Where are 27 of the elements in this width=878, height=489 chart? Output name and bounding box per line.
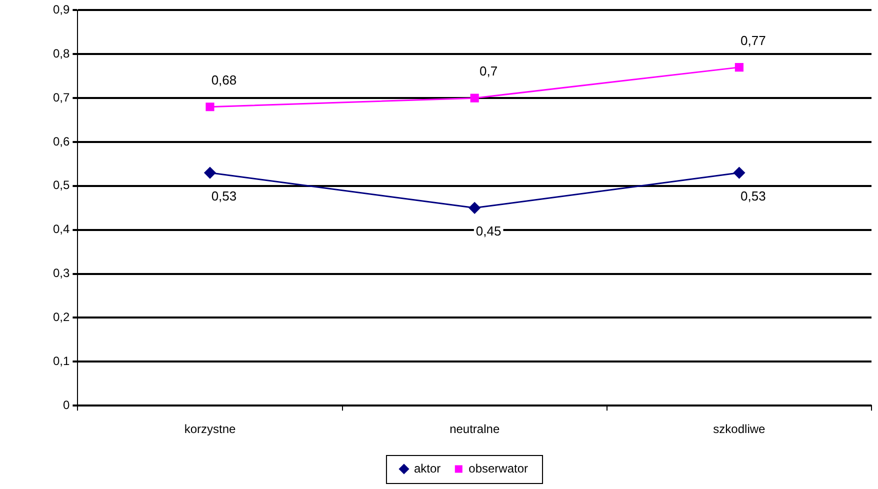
- y-tick-label: 0,1: [52, 354, 70, 368]
- y-tick-label: 0,9: [52, 2, 70, 17]
- y-tick-label: 0,6: [52, 134, 70, 148]
- y-tick-label: 0,5: [52, 178, 70, 192]
- data-label: 0,77: [740, 32, 766, 48]
- x-tick-label: szkodliwe: [713, 422, 766, 436]
- point: [470, 94, 479, 102]
- data-label: 0,68: [211, 72, 237, 88]
- legend-label: obserwator: [468, 461, 528, 476]
- y-tick-label: 0,8: [52, 46, 70, 60]
- y-tick-label: 0: [62, 398, 70, 412]
- data-label: 0,45: [476, 223, 502, 238]
- point: [733, 167, 745, 179]
- data-label: 0,53: [740, 188, 766, 204]
- legend-label: aktor: [414, 461, 441, 476]
- y-tick-label: 0,4: [52, 222, 70, 236]
- data-label: 0,53: [211, 188, 237, 204]
- y-tick-label: 0,7: [52, 90, 70, 104]
- point: [734, 63, 744, 72]
- y-tick-label: 0,2: [52, 310, 70, 324]
- x-tick-label: neutralne: [450, 422, 500, 436]
- point: [206, 102, 214, 112]
- point: [204, 167, 216, 179]
- data-label: 0,7: [480, 64, 498, 79]
- x-tick-label: korzystne: [184, 422, 236, 436]
- point: [468, 202, 480, 214]
- y-tick-label: 0,3: [52, 266, 70, 280]
